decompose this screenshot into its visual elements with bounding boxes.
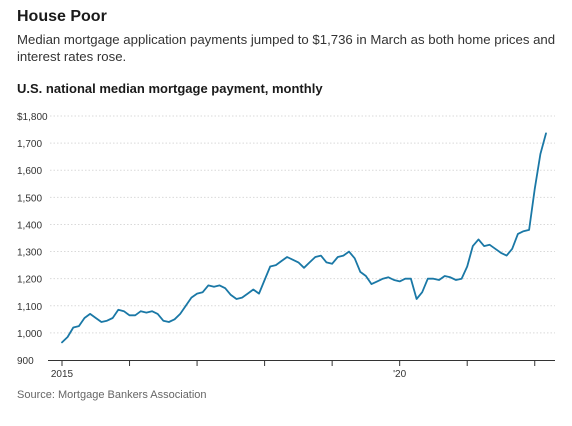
chart-title: U.S. national median mortgage payment, m…: [17, 81, 323, 96]
y-tick-label: 1,700: [17, 139, 42, 150]
chart-subtitle: Median mortgage application payments jum…: [17, 32, 556, 64]
y-tick-label: 1,400: [17, 220, 42, 231]
y-tick-label: 1,300: [17, 248, 42, 259]
y-tick-label: 1,000: [17, 329, 42, 340]
x-axis: 2015 '20: [48, 360, 555, 380]
y-tick-label: 1,500: [17, 193, 42, 204]
y-tick-label: 1,200: [17, 275, 42, 286]
y-tick-label: 1,100: [17, 302, 42, 313]
y-tick-label: 1,600: [17, 166, 42, 177]
gridlines: [50, 115, 555, 334]
chart-source: Source: Mortgage Bankers Association: [17, 389, 207, 401]
series-line: [61, 132, 547, 344]
y-tick-label: 900: [17, 356, 34, 367]
series-group: [61, 132, 547, 344]
y-tick-label: $1,800: [17, 112, 48, 123]
chart-headline: House Poor: [17, 8, 107, 25]
y-axis-ticks: 900 1,000 1,100 1,200 1,300 1,400 1,500 1,600 1,…: [17, 112, 48, 367]
x-tick-label: 2015: [51, 369, 74, 380]
x-tick-label: '20: [393, 369, 406, 380]
